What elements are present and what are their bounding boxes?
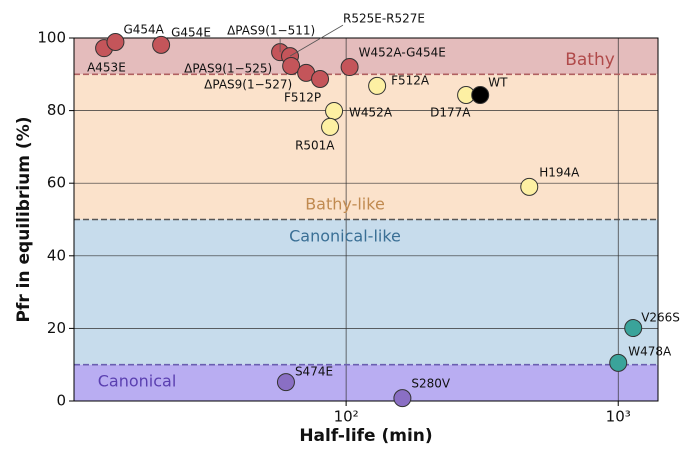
point [520, 177, 539, 196]
x-axis-label: Half-life (min) [299, 426, 432, 445]
point-label: W452A-G454E [359, 46, 446, 60]
point-label: ΔPAS9(1−527) [204, 77, 292, 91]
point-label: ΔPAS9(1−511) [227, 24, 315, 38]
x-tick-label: 10³ [606, 408, 631, 426]
point-label: A453E [87, 61, 126, 75]
point-label: G454E [171, 25, 211, 39]
y-tick-label: 40 [47, 246, 66, 264]
y-axis-label: Pfr in equilibrium (%) [14, 117, 34, 323]
point-label: WT [488, 75, 508, 89]
point [106, 32, 125, 51]
point-label: W452A [349, 105, 393, 119]
region [74, 364, 658, 401]
point-label: F512P [284, 91, 321, 105]
region-label: Canonical [98, 372, 177, 391]
y-tick-label: 60 [47, 174, 66, 192]
point-label: R525E-R527E [343, 12, 425, 26]
point [368, 76, 387, 95]
point [340, 58, 359, 77]
point [325, 101, 344, 120]
point-label: D177A [430, 105, 471, 119]
point-label: ΔPAS9(1−525) [184, 61, 272, 75]
point [471, 85, 490, 104]
point [321, 117, 340, 136]
point-label: W478A [628, 344, 672, 358]
point [152, 35, 171, 54]
point [393, 389, 412, 408]
point-label: S280V [411, 377, 451, 391]
point-label: V266S [641, 311, 680, 325]
plot-frame [73, 37, 659, 402]
point-label: H194A [539, 165, 580, 179]
region-label: Canonical-like [289, 227, 401, 246]
point [282, 56, 301, 75]
y-tick-label: 100 [37, 29, 66, 47]
y-tick-label: 20 [47, 319, 66, 337]
region [74, 38, 658, 75]
point-label: F512A [391, 73, 430, 87]
point-label: R501A [295, 138, 335, 152]
region-label: Bathy [565, 50, 615, 70]
region [74, 74, 658, 220]
point [624, 319, 643, 338]
y-tick-label: 80 [47, 101, 66, 119]
region-label: Bathy-like [305, 195, 385, 214]
point-label: S474E [295, 365, 333, 379]
y-tick-label: 0 [56, 392, 66, 410]
leader-line [289, 24, 344, 57]
x-tick-label: 10² [334, 408, 359, 426]
point [609, 353, 628, 372]
point [276, 373, 295, 392]
point [311, 70, 330, 89]
region [74, 219, 658, 365]
point-label: G454A [123, 22, 164, 36]
